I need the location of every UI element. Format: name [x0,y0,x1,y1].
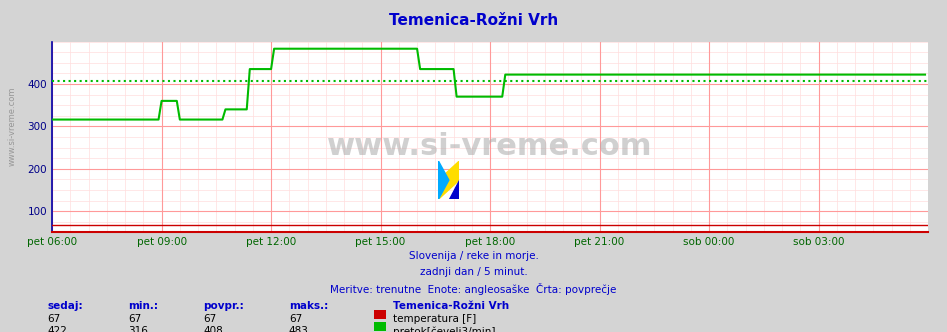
Text: www.si-vreme.com: www.si-vreme.com [328,132,652,161]
Text: temperatura [F]: temperatura [F] [393,314,476,324]
Polygon shape [438,161,459,199]
Text: 316: 316 [128,326,148,332]
Polygon shape [438,161,449,199]
Text: pretok[čevelj3/min]: pretok[čevelj3/min] [393,326,495,332]
Text: 67: 67 [128,314,141,324]
Text: 408: 408 [204,326,223,332]
Text: Meritve: trenutne  Enote: angleosaške  Črta: povprečje: Meritve: trenutne Enote: angleosaške Črt… [331,283,616,294]
Text: sedaj:: sedaj: [47,301,83,311]
Text: 422: 422 [47,326,67,332]
Text: 67: 67 [289,314,302,324]
Text: Slovenija / reke in morje.: Slovenija / reke in morje. [408,251,539,261]
Text: Temenica-Rožni Vrh: Temenica-Rožni Vrh [393,301,509,311]
Text: zadnji dan / 5 minut.: zadnji dan / 5 minut. [420,267,527,277]
Text: Temenica-Rožni Vrh: Temenica-Rožni Vrh [389,13,558,28]
Text: 483: 483 [289,326,309,332]
Text: maks.:: maks.: [289,301,328,311]
Text: 67: 67 [47,314,61,324]
Text: povpr.:: povpr.: [204,301,244,311]
Text: min.:: min.: [128,301,158,311]
Text: 67: 67 [204,314,217,324]
Text: www.si-vreme.com: www.si-vreme.com [8,86,17,166]
Polygon shape [449,180,459,199]
